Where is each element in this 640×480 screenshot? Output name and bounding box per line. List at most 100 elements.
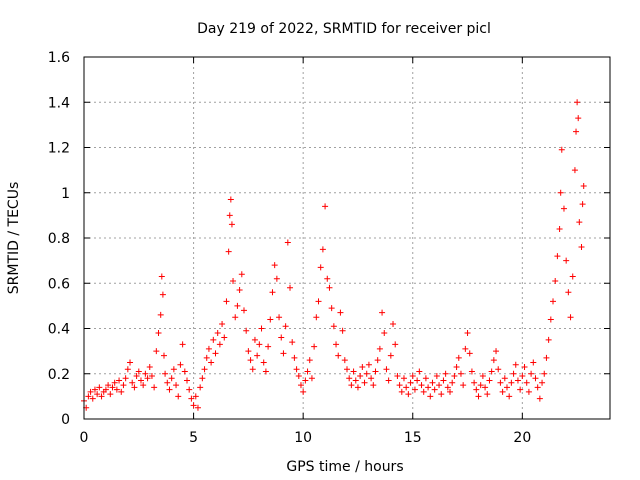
data-point (238, 271, 245, 278)
data-point (414, 377, 421, 384)
data-point (322, 203, 329, 210)
data-point (545, 336, 552, 343)
y-axis-label: SRMTID / TECUs (6, 182, 22, 295)
data-point (291, 354, 298, 361)
data-point (210, 336, 217, 343)
data-point (554, 253, 561, 260)
data-point (335, 352, 342, 359)
data-point (475, 393, 482, 400)
data-point (479, 373, 486, 380)
data-point (466, 350, 473, 357)
data-point (517, 386, 524, 393)
data-point (265, 343, 272, 350)
y-tick-label: 0.2 (48, 367, 70, 383)
data-point (501, 375, 508, 382)
data-point (457, 370, 464, 377)
x-tick-label: 10 (294, 430, 312, 446)
data-point (490, 357, 497, 364)
data-point (258, 325, 265, 332)
grid (84, 57, 610, 419)
data-point (383, 366, 390, 373)
data-point (422, 375, 429, 382)
data-point (403, 384, 410, 391)
data-point (287, 284, 294, 291)
y-tick-label: 0 (61, 412, 70, 428)
data-point (326, 284, 333, 291)
data-point (205, 345, 212, 352)
data-point (365, 361, 372, 368)
data-point (468, 368, 475, 375)
data-point (317, 264, 324, 271)
data-point (249, 366, 256, 373)
data-point (455, 354, 462, 361)
x-tick-label: 5 (189, 430, 198, 446)
data-point (453, 363, 460, 370)
data-point (575, 115, 582, 122)
y-tick-label: 0.6 (48, 276, 70, 292)
data-point (346, 375, 353, 382)
plot-frame (83, 56, 611, 420)
data-point (181, 368, 188, 375)
data-point (348, 382, 355, 389)
data-point (245, 348, 252, 355)
data-point (534, 384, 541, 391)
data-point (440, 377, 447, 384)
data-point (449, 379, 456, 386)
y-tick-label: 1.6 (48, 50, 70, 66)
data-point (574, 99, 581, 106)
data-point (563, 257, 570, 264)
data-point (425, 384, 432, 391)
data-point (374, 357, 381, 364)
data-point (339, 327, 346, 334)
data-point (118, 388, 125, 395)
data-point (247, 357, 254, 364)
data-point (519, 373, 526, 380)
x-tick-label: 15 (404, 430, 422, 446)
data-point (508, 379, 515, 386)
data-point (521, 363, 528, 370)
data-point (170, 366, 177, 373)
data-point (306, 357, 313, 364)
data-point (304, 368, 311, 375)
y-tick-label: 1.4 (48, 95, 70, 111)
data-point (105, 382, 112, 389)
data-point (525, 388, 532, 395)
data-point (530, 359, 537, 366)
data-point (216, 341, 223, 348)
data-point (302, 377, 309, 384)
data-point (190, 402, 197, 409)
data-point (444, 384, 451, 391)
data-point (158, 273, 165, 280)
data-point (256, 341, 263, 348)
data-point (565, 289, 572, 296)
data-point (354, 384, 361, 391)
data-point (482, 384, 489, 391)
data-point (547, 316, 554, 323)
data-point (352, 377, 359, 384)
data-point (109, 384, 116, 391)
data-point (262, 368, 269, 375)
data-point (135, 368, 142, 375)
data-point (137, 377, 144, 384)
data-point (333, 341, 340, 348)
data-point (146, 363, 153, 370)
data-point (573, 128, 580, 135)
data-point (276, 314, 283, 321)
data-point (400, 375, 407, 382)
data-point (293, 366, 300, 373)
data-point (151, 384, 158, 391)
y-tick-label: 0.8 (48, 231, 70, 247)
data-point (344, 366, 350, 373)
x-axis-label: GPS time / hours (286, 459, 403, 475)
data-point (337, 309, 344, 316)
data-point (567, 314, 574, 321)
data-point (251, 336, 258, 343)
data-point (227, 196, 234, 203)
data-point (431, 386, 438, 393)
data-point (295, 373, 302, 380)
data-point (473, 386, 480, 393)
data-point (503, 384, 510, 391)
data-point (254, 352, 261, 359)
data-point (411, 386, 418, 393)
